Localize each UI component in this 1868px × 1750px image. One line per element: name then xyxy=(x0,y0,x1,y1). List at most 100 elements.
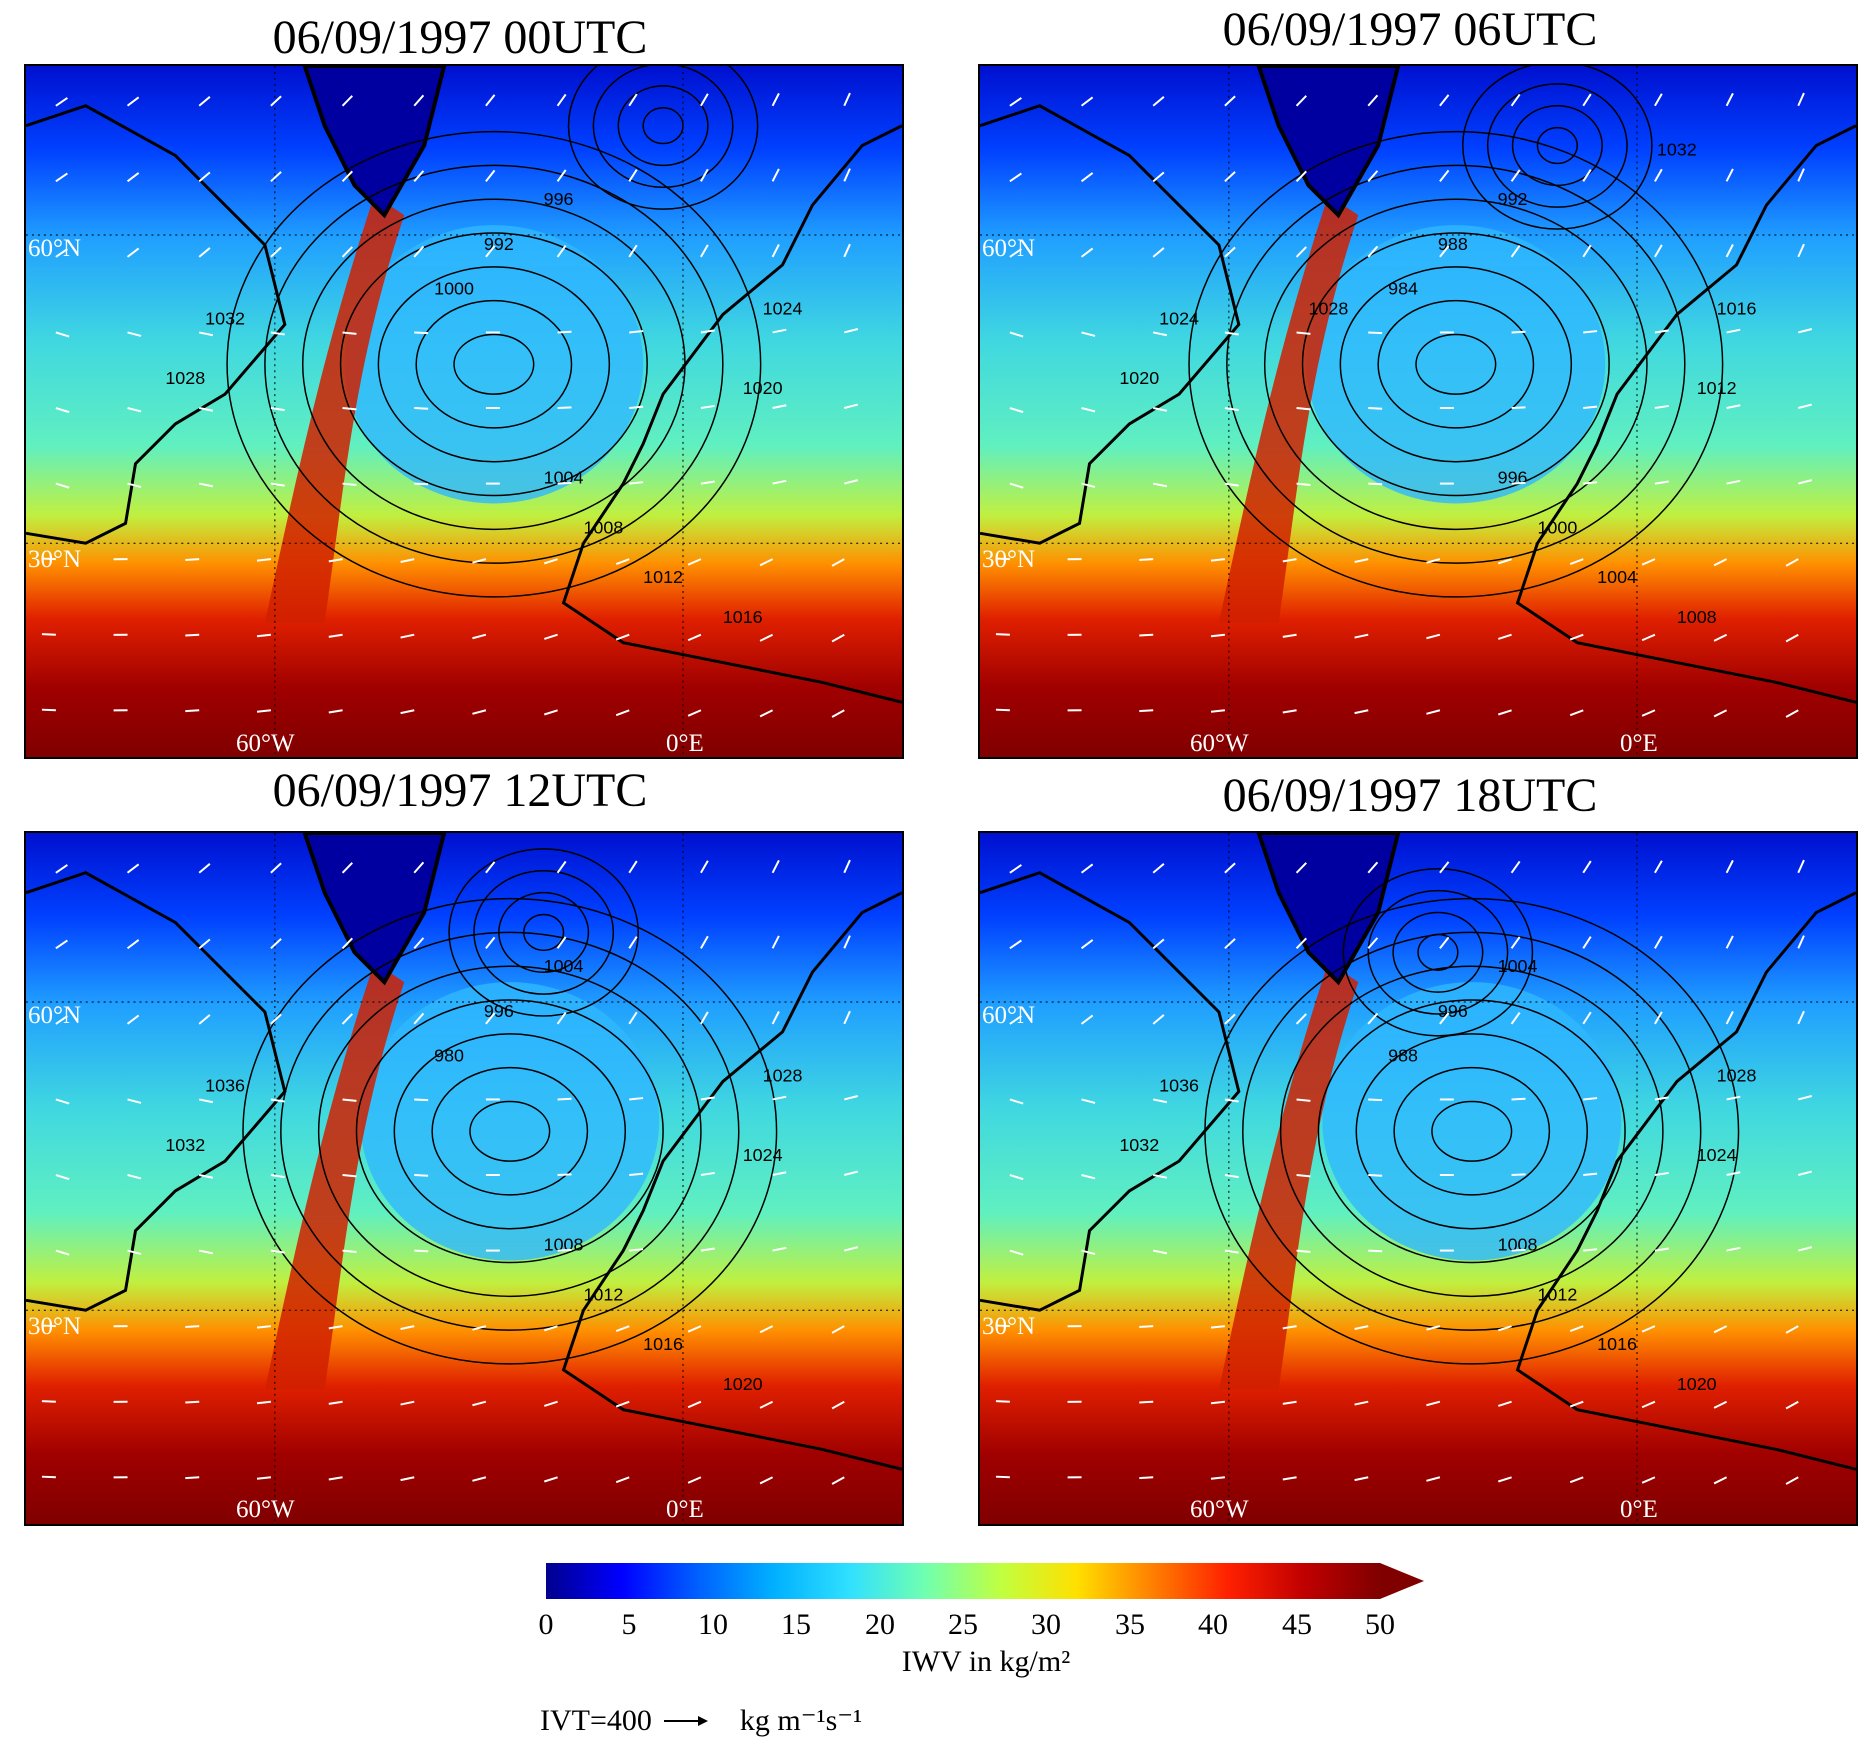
north-america-coastline xyxy=(26,104,287,545)
ivt-vector xyxy=(1282,709,1297,714)
isobar-line xyxy=(1301,232,1610,497)
ivt-vector xyxy=(1725,859,1734,874)
isobar-label: 988 xyxy=(1438,234,1468,254)
ivt-vector xyxy=(1511,1173,1526,1177)
ivt-vector xyxy=(1713,633,1728,642)
ivt-vector xyxy=(995,1475,1010,1479)
ivt-vector xyxy=(127,331,142,337)
ivt-vector xyxy=(1713,1476,1728,1485)
ivt-vector xyxy=(185,633,200,637)
isobar-line xyxy=(1263,198,1648,531)
isobar-label: 1032 xyxy=(1119,1135,1159,1155)
isobar-label: 996 xyxy=(544,189,574,209)
ivt-vector xyxy=(55,864,68,874)
ivt-vector xyxy=(831,1325,845,1334)
isobar-label: 1008 xyxy=(1677,607,1717,627)
isobar-line xyxy=(1226,164,1686,564)
isobar-line xyxy=(469,1100,551,1162)
ivt-vector xyxy=(831,633,845,643)
ivt-vector xyxy=(1009,864,1022,874)
ivt-vector xyxy=(199,407,214,412)
isobar-label: 1036 xyxy=(205,1076,245,1096)
ivt-vector xyxy=(1282,1325,1297,1330)
ivt-vector xyxy=(615,558,630,565)
ivt-vector xyxy=(556,860,567,874)
ivt-vector xyxy=(1439,94,1450,107)
isobar-line xyxy=(339,232,648,497)
map-canvas: 988 996 1004 1008 1012 1016 1020 1024 1028 1032 10… xyxy=(980,833,1856,1524)
ivt-vector xyxy=(472,1400,487,1407)
ivt-vector xyxy=(1797,935,1805,949)
lon-60w-label-06utc: 60°W xyxy=(1190,730,1249,757)
ivt-vector xyxy=(844,1170,859,1176)
isobar-label: 1004 xyxy=(1597,567,1637,587)
ivt-vector xyxy=(1797,1010,1805,1025)
ivt-vector xyxy=(1081,331,1096,337)
ivt-vector xyxy=(557,1173,572,1177)
ivt-vector xyxy=(771,1011,780,1025)
ivt-vector xyxy=(843,935,851,949)
ivt-vector xyxy=(1367,245,1379,258)
ivt-vector xyxy=(700,860,709,874)
ivt-vector xyxy=(1510,244,1521,258)
ivt-vector xyxy=(1785,633,1799,643)
ivt-vector xyxy=(771,168,780,182)
ivt-vector xyxy=(1367,170,1379,182)
ivt-vector xyxy=(700,1171,715,1177)
isobar-line xyxy=(1536,126,1579,165)
ivt-vector xyxy=(615,1476,630,1484)
ivt-vector xyxy=(1139,1325,1154,1328)
ivt-vector xyxy=(472,633,487,640)
isobar-label: 1008 xyxy=(583,517,623,537)
isobar-line xyxy=(1317,999,1626,1264)
ivt-vector xyxy=(615,709,630,717)
ivt-vector xyxy=(772,479,787,485)
ivt-vector xyxy=(1510,936,1521,949)
ivt-vector xyxy=(1725,935,1734,949)
ivt-vector xyxy=(1354,709,1369,715)
ivt-vector xyxy=(1295,170,1307,183)
isobar-label: 1028 xyxy=(165,368,205,388)
ivt-vector xyxy=(844,1095,859,1101)
ivt-vector xyxy=(1210,1325,1225,1329)
ivt-vector xyxy=(256,558,271,562)
ivt-vector xyxy=(256,1476,271,1480)
ivt-vector xyxy=(472,1325,487,1331)
ivt-vector xyxy=(256,633,271,638)
ivt-vector xyxy=(1367,861,1379,874)
ivt-vector xyxy=(55,1098,70,1105)
isobar-line xyxy=(1377,299,1535,429)
isobar-label: 1020 xyxy=(1677,1374,1717,1394)
ivt-vector xyxy=(1153,331,1168,337)
ivt-vector xyxy=(341,937,353,950)
ivt-vector xyxy=(557,406,572,410)
europe-africa-coastline xyxy=(561,124,902,704)
isobar-line xyxy=(498,891,590,973)
ivt-vector xyxy=(414,407,429,410)
ivt-vector xyxy=(55,1015,68,1025)
ivt-vector xyxy=(759,633,774,642)
ivt-vector xyxy=(628,1011,638,1025)
ivt-vector xyxy=(1009,1098,1024,1105)
ivt-vector xyxy=(1367,94,1379,107)
ivt-vector xyxy=(1224,95,1236,107)
ivt-vector xyxy=(1439,936,1450,949)
ivt-vector xyxy=(413,245,425,258)
ivt-vector xyxy=(1654,1011,1663,1025)
ivt-vector xyxy=(472,709,487,715)
ivt-vector xyxy=(1224,331,1239,336)
ivt-vector xyxy=(1296,1249,1311,1253)
ivt-vector xyxy=(1785,709,1799,718)
ivt-vector xyxy=(1354,558,1369,563)
isobar-label: 988 xyxy=(1388,1046,1418,1066)
ivt-vector xyxy=(1583,405,1598,410)
ivt-vector xyxy=(1224,171,1236,183)
ivt-vector xyxy=(543,1476,558,1483)
ivt-vector xyxy=(700,1096,715,1101)
ivt-vector xyxy=(1080,172,1094,183)
ivt-vector xyxy=(1354,1476,1369,1482)
ivt-vector xyxy=(615,1325,630,1332)
ivt-vector xyxy=(772,328,787,334)
ivt-vector xyxy=(270,171,282,183)
isobar-line xyxy=(1417,933,1459,971)
